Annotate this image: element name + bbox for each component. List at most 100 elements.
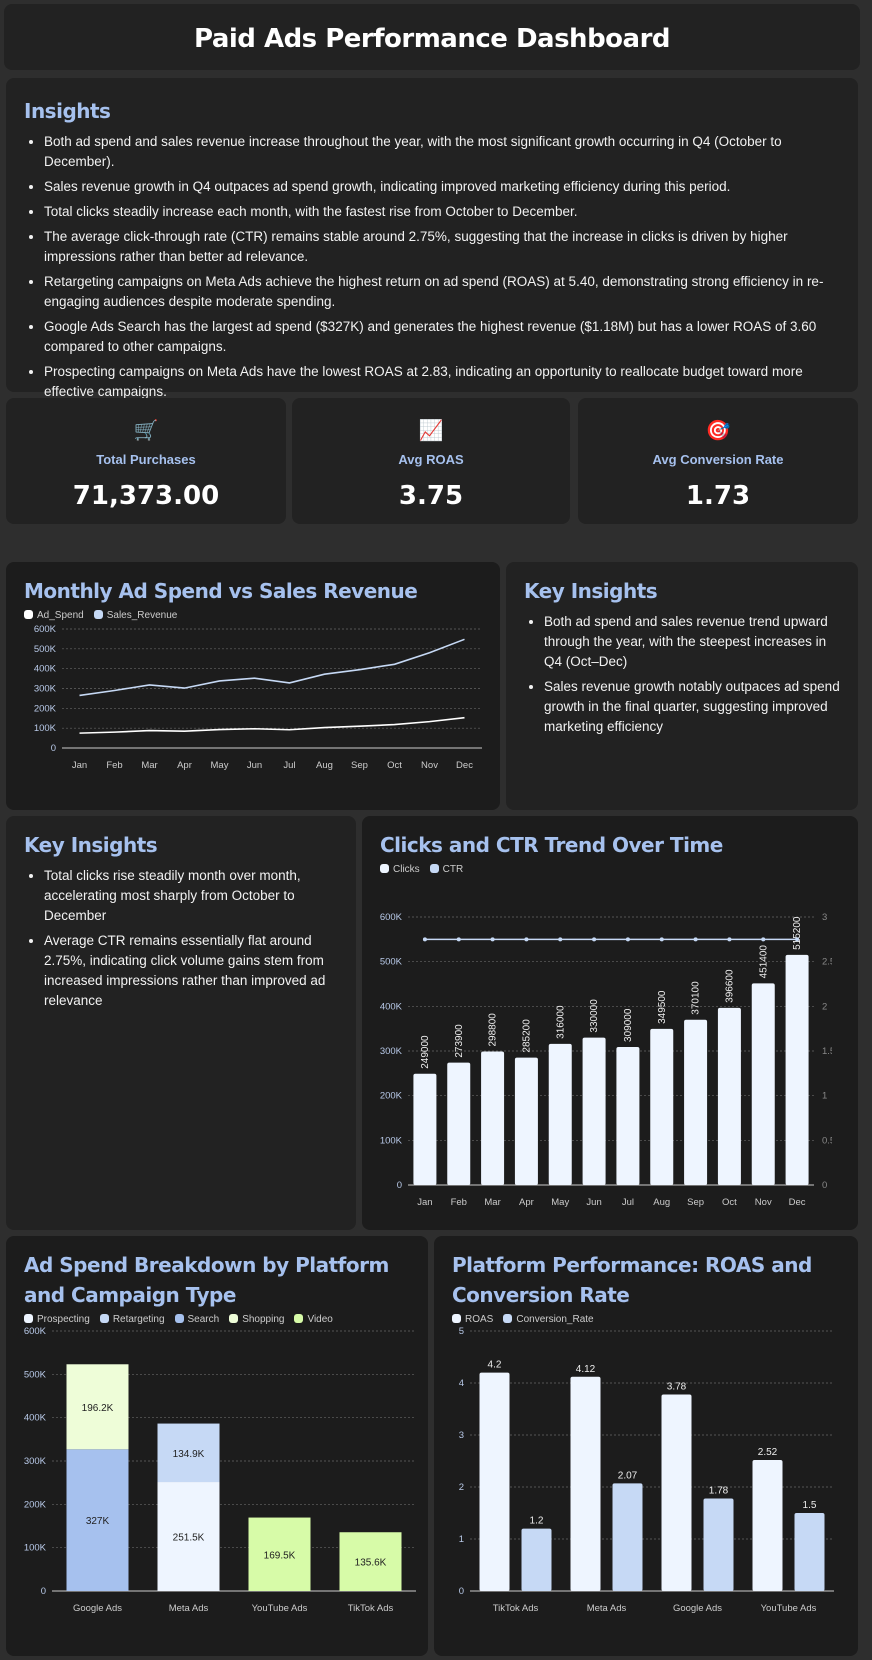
- data-label: 2.52: [758, 1447, 778, 1458]
- bar-clicks: [514, 1057, 538, 1185]
- legend-label: Shopping: [242, 1314, 285, 1325]
- legend-swatch: [380, 864, 389, 873]
- page-title: Paid Ads Performance Dashboard: [193, 24, 671, 54]
- y-tick-label: 2: [459, 1482, 464, 1493]
- legend-item[interactable]: Search: [174, 1314, 220, 1325]
- kpi-card: 📈 Avg ROAS 3.75: [292, 398, 570, 524]
- kpi-value: 1.73: [685, 481, 751, 511]
- y-tick-label: 1: [459, 1534, 464, 1545]
- legend-item[interactable]: ROAS: [452, 1314, 493, 1325]
- ctr-point: [795, 937, 800, 942]
- insight-item: Prospecting campaigns on Meta Ads have t…: [44, 362, 840, 402]
- x-tick-label: TikTok Ads: [493, 1603, 539, 1614]
- bar-conversion_rate: [703, 1498, 734, 1591]
- ctr-point: [659, 937, 664, 942]
- insight-item: Sales revenue growth notably outpaces ad…: [544, 677, 840, 737]
- insight-item: Total clicks steadily increase each mont…: [44, 202, 840, 222]
- legend-swatch: [229, 1314, 239, 1323]
- kpi-label: Avg ROAS: [398, 452, 464, 467]
- legend-label: Ad_Spend: [37, 610, 84, 621]
- data-label: 3.78: [667, 1381, 687, 1392]
- data-label: 451400: [758, 945, 769, 979]
- x-tick-label: Oct: [722, 1197, 737, 1208]
- kpi-card: 🎯 Avg Conversion Rate 1.73: [578, 398, 858, 524]
- legend-swatch: [24, 610, 33, 619]
- ctr-point: [490, 937, 495, 942]
- data-label: 249000: [420, 1035, 431, 1069]
- key-insights-2: Key Insights Total clicks rise steadily …: [6, 816, 356, 1230]
- x-tick-label: Feb: [451, 1197, 467, 1208]
- y-tick-label: 200K: [380, 1091, 403, 1102]
- bar-roas: [661, 1394, 692, 1591]
- kpi-value: 3.75: [398, 481, 464, 511]
- legend-item[interactable]: Ad_Spend: [24, 610, 84, 621]
- bar-conversion_rate: [794, 1513, 825, 1591]
- x-tick-label: Apr: [519, 1197, 534, 1208]
- x-tick-label: Aug: [316, 760, 333, 771]
- segment-label: 251.5K: [173, 1533, 205, 1544]
- data-label: 349500: [657, 990, 668, 1024]
- bar-segment-video: [248, 1517, 311, 1591]
- data-label: 316000: [555, 1005, 566, 1039]
- x-tick-label: Mar: [484, 1197, 500, 1208]
- legend-swatch: [452, 1314, 461, 1323]
- kpi-label: Total Purchases: [96, 452, 196, 467]
- y-tick-label: 0: [51, 743, 56, 754]
- insight-item: Total clicks rise steadily month over mo…: [44, 866, 338, 926]
- x-tick-label: Dec: [789, 1197, 806, 1208]
- legend-label: Sales_Revenue: [106, 610, 178, 621]
- bar-clicks: [447, 1062, 471, 1185]
- stacked-bar-chart: 0 100K 200K 300K 400K 500K 600K Google Ads Meta …: [24, 1326, 416, 1614]
- x-tick-label: Nov: [755, 1197, 772, 1208]
- bar-segment-shopping: [66, 1364, 129, 1450]
- legend-item[interactable]: Clicks: [380, 864, 420, 875]
- data-label: 370100: [691, 981, 702, 1015]
- x-tick-label: Dec: [456, 760, 473, 771]
- legend-item[interactable]: Conversion_Rate: [503, 1314, 594, 1325]
- clicks-ctr-chart-card: Clicks and CTR Trend Over Time Clicks CTR…: [362, 816, 858, 1230]
- x-tick-label: Nov: [421, 760, 438, 771]
- x-tick-label: Sep: [687, 1197, 704, 1208]
- segment-label: 169.5K: [264, 1550, 296, 1561]
- legend-item[interactable]: Retargeting: [99, 1314, 165, 1325]
- legend-swatch: [93, 610, 103, 619]
- chart-increasing-icon: 📈: [418, 420, 444, 442]
- data-label: 4.2: [488, 1360, 502, 1371]
- insight-item: Sales revenue growth in Q4 outpaces ad s…: [44, 177, 840, 197]
- y-tick-label: 400K: [34, 664, 57, 675]
- x-tick-label: Meta Ads: [169, 1603, 209, 1614]
- platform-performance-chart-card: Platform Performance: ROAS and Conversio…: [434, 1236, 858, 1656]
- series-line-sales_revenue: [79, 638, 465, 697]
- legend-label: Search: [187, 1314, 220, 1325]
- x-tick-label: Jul: [283, 760, 295, 771]
- clicks-bar-chart: 0 100K 200K 300K 400K 500K 600K Jan Feb Mar Apr May…: [380, 912, 835, 1208]
- legend-item[interactable]: Sales_Revenue: [93, 610, 178, 621]
- legend-swatch: [99, 1314, 109, 1323]
- data-label: 285200: [521, 1019, 532, 1053]
- chart-title: Monthly Ad Spend vs Sales Revenue: [24, 579, 418, 603]
- x-tick-label: YouTube Ads: [252, 1603, 308, 1614]
- y-tick-label: 0: [41, 1586, 46, 1597]
- legend-label: Prospecting: [37, 1314, 90, 1325]
- legend-label: Clicks: [393, 864, 420, 875]
- chart-title: Clicks and CTR Trend Over Time: [380, 833, 723, 857]
- shopping-cart-icon: 🛒: [133, 420, 159, 442]
- bar-clicks: [751, 983, 775, 1185]
- x-tick-label: TikTok Ads: [348, 1603, 394, 1614]
- legend-item[interactable]: Video: [294, 1314, 333, 1325]
- insight-item: The average click-through rate (CTR) rem…: [44, 227, 840, 267]
- legend-item[interactable]: Shopping: [229, 1314, 284, 1325]
- chart-title: Ad Spend Breakdown by Platform and Campa…: [24, 1253, 389, 1307]
- key-insights-title: Key Insights: [524, 579, 658, 603]
- ctr-point: [456, 937, 461, 942]
- y-tick-label: 600K: [24, 1326, 47, 1337]
- x-tick-label: Jan: [417, 1197, 432, 1208]
- x-tick-label: Mar: [141, 760, 157, 771]
- legend-item[interactable]: CTR: [429, 864, 463, 875]
- kpi-label: Avg Conversion Rate: [652, 452, 784, 467]
- y-tick-label: 3: [459, 1430, 464, 1441]
- series-line-ad_spend: [79, 716, 465, 734]
- legend-item[interactable]: Prospecting: [24, 1314, 90, 1325]
- y-tick-label: 500K: [24, 1369, 47, 1380]
- data-label: 330000: [589, 999, 600, 1033]
